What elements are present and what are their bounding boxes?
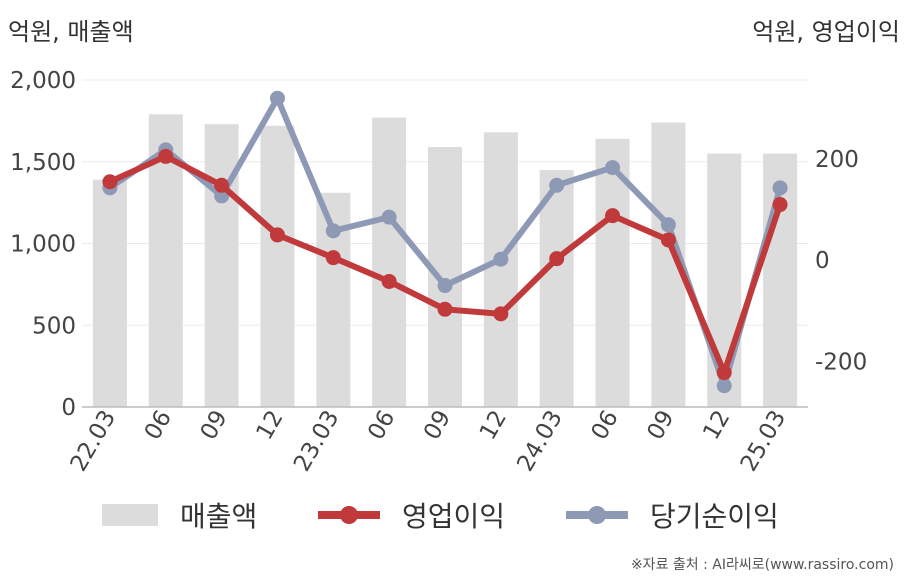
legend-item-revenue: 매출액 [102,490,257,540]
x-tick-label: 24.03 [512,406,567,476]
x-tick-label: 25.03 [736,406,791,476]
legend-swatch-revenue [102,504,158,526]
y-left-tick-label: 1,000 [10,232,76,258]
point-operating-profit [269,227,285,243]
x-tick-label: 09 [642,406,679,444]
y-right-tick-label: 0 [815,248,830,274]
legend-swatch-net-income [566,504,628,526]
bar-revenue [483,132,518,407]
y-left-tick-label: 500 [32,313,76,339]
x-tick-label: 09 [196,406,233,444]
x-tick-label: 06 [587,406,624,444]
point-net-income [381,209,397,225]
point-net-income [325,223,341,239]
legend-label-net-income: 당기순이익 [650,500,779,533]
x-tick-label: 12 [475,406,512,444]
legend-item-net-income: 당기순이익 [566,490,779,540]
x-tick-label: 09 [419,406,456,444]
bar-revenue [539,169,574,407]
x-tick-label: 06 [363,406,400,444]
point-net-income [549,177,565,193]
legend: 매출액 영업이익 당기순이익 [0,490,908,540]
y-right-tick-label: -200 [815,349,867,375]
left-axis-unit: 억원, 매출액 [8,18,134,46]
point-net-income [493,251,509,267]
point-operating-profit [325,250,341,266]
x-tick-label: 12 [698,406,735,444]
bar-revenue [595,138,630,408]
bar-revenue [204,124,239,408]
point-operating-profit [549,251,565,267]
point-net-income [660,217,676,233]
legend-item-operating-profit: 영업이익 [318,490,505,540]
legend-label-revenue: 매출액 [180,500,258,533]
point-operating-profit [214,177,230,193]
point-net-income [716,378,732,394]
point-operating-profit [158,148,174,164]
x-tick-label: 23.03 [289,406,344,476]
point-net-income [437,278,453,294]
point-operating-profit [437,301,453,317]
point-net-income [605,160,621,176]
point-operating-profit [605,208,621,224]
x-tick-label: 12 [252,406,289,444]
point-operating-profit [493,306,509,322]
y-left-tick-label: 0 [61,395,76,421]
point-net-income [269,90,285,106]
y-left-tick-label: 1,500 [10,150,76,176]
point-operating-profit [102,174,118,190]
x-tick-label: 06 [140,406,177,444]
point-net-income [772,180,788,196]
source-credit: ※자료 출처 : AI라씨로(www.rassiro.com) [630,557,894,573]
y-right-tick-label: 200 [815,147,859,173]
y-left-tick-label: 2,000 [10,68,76,94]
bar-revenue [92,179,127,407]
point-operating-profit [660,232,676,248]
point-operating-profit [716,365,732,381]
bar-revenue [372,117,407,407]
point-operating-profit [772,197,788,213]
point-operating-profit [381,273,397,289]
right-axis-unit: 억원, 영업이익 [752,18,900,46]
legend-label-operating-profit: 영업이익 [402,500,506,533]
bar-revenue [260,125,295,407]
legend-swatch-operating-profit [318,504,380,526]
